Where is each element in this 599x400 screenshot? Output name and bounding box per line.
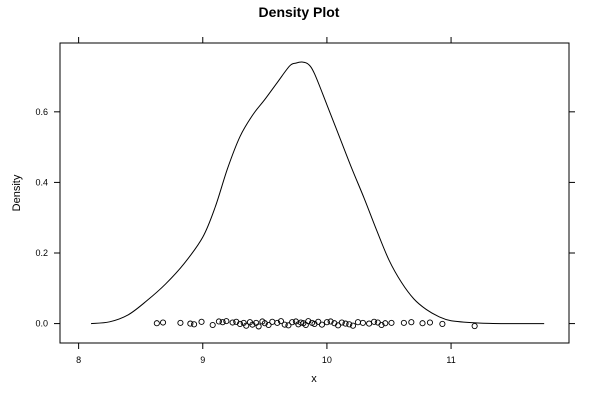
data-point (388, 319, 395, 326)
data-point (236, 320, 244, 327)
data-point (277, 318, 285, 325)
data-point (281, 321, 288, 328)
x-tick-label: 10 (322, 355, 332, 365)
data-point (289, 319, 296, 326)
data-point (338, 319, 345, 326)
data-point (378, 321, 385, 329)
data-point (285, 322, 292, 329)
data-point (198, 318, 205, 325)
data-point (261, 320, 268, 327)
data-point (354, 319, 362, 326)
data-point (159, 319, 167, 326)
data-point (323, 319, 330, 326)
data-point (219, 319, 226, 326)
data-point (191, 321, 198, 328)
data-point (471, 323, 478, 330)
data-point (349, 322, 357, 329)
density-curve-line (90, 61, 545, 325)
plot-content (90, 61, 545, 330)
tick-labels: 8 9 10 11 0.0 0.2 0.4 0.6 (35, 107, 455, 365)
data-point (187, 320, 194, 327)
data-point (215, 318, 222, 325)
data-point (439, 320, 446, 327)
data-point (209, 321, 216, 329)
chart-title: Density Plot (259, 4, 340, 20)
data-point (327, 318, 334, 325)
x-axis-label: x (311, 373, 317, 385)
data-point (346, 321, 353, 328)
data-point (265, 321, 272, 329)
y-tick-label: 0.4 (35, 177, 48, 187)
data-point (426, 319, 434, 326)
data-point (177, 319, 184, 326)
data-point (223, 318, 230, 325)
data-point (342, 320, 349, 327)
data-point (229, 319, 236, 326)
data-point (371, 318, 378, 325)
y-axis-label: Density (11, 174, 23, 211)
data-point (274, 319, 281, 326)
y-tick-label: 0.6 (35, 107, 48, 117)
y-tick-label: 0.0 (35, 319, 48, 329)
x-tick-label: 8 (76, 355, 81, 365)
data-point (153, 320, 160, 327)
data-point (400, 319, 407, 326)
data-point (305, 318, 312, 325)
data-point (243, 322, 250, 329)
data-point (318, 321, 325, 328)
data-point (359, 319, 366, 326)
data-point (419, 320, 426, 327)
data-point (255, 323, 262, 330)
plot-frame (59, 42, 570, 344)
data-point (408, 319, 415, 326)
data-point (374, 319, 381, 326)
x-tick-label: 9 (200, 355, 205, 365)
data-point (366, 320, 373, 327)
x-tick-label: 11 (446, 355, 455, 365)
axis-ticks (54, 37, 575, 349)
data-point (382, 320, 389, 327)
data-point (269, 318, 276, 325)
data-point (249, 321, 256, 328)
y-tick-label: 0.2 (35, 248, 48, 258)
data-point (297, 319, 304, 326)
